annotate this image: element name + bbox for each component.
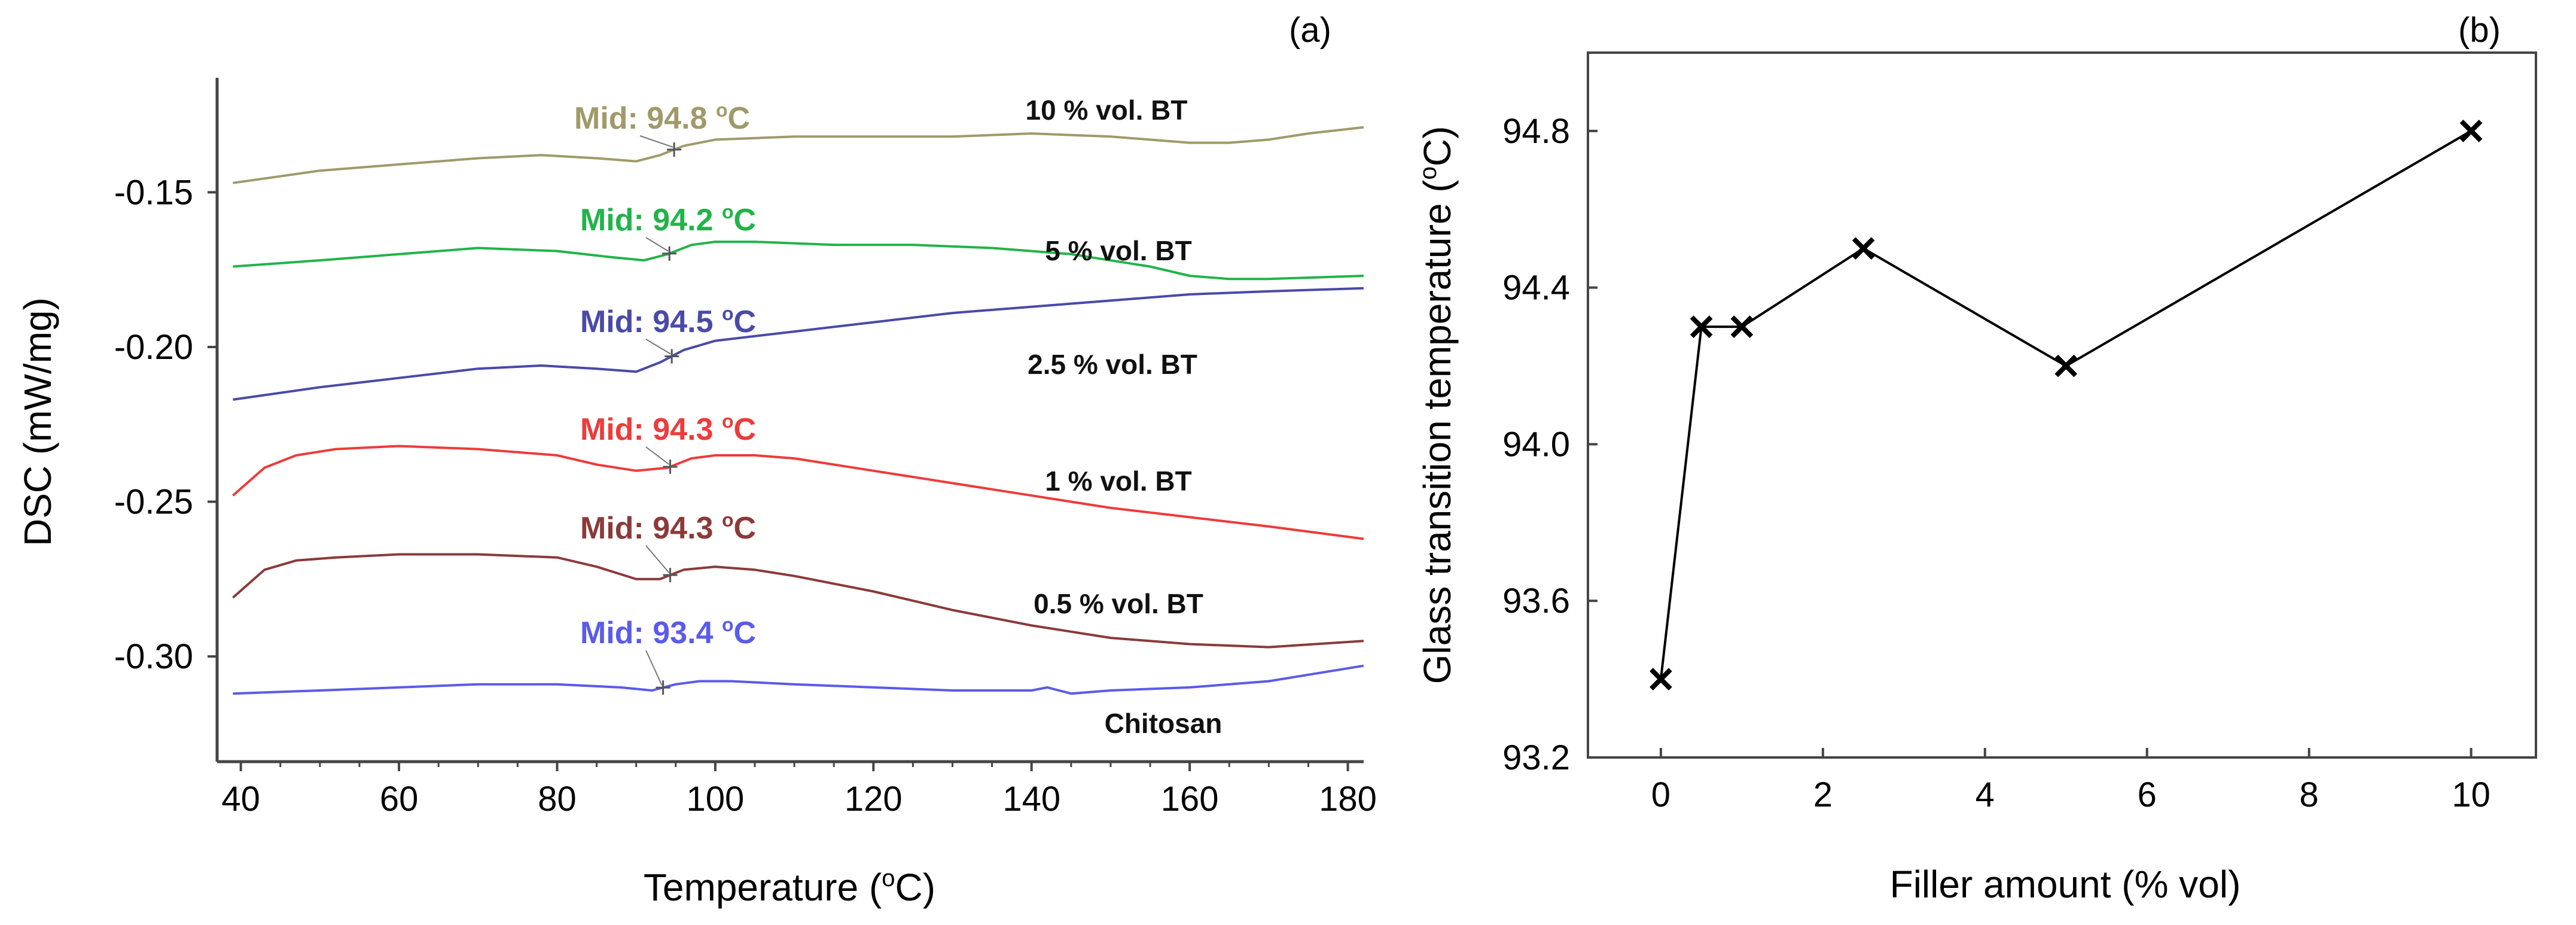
panel-a-x-tick-label: 120	[845, 780, 903, 818]
mid-label-sup: o	[722, 614, 734, 635]
tg-point-stroke-2	[2054, 354, 2078, 378]
panel-a-x-tick-label: 100	[687, 780, 745, 818]
panel-b-y-axis-label-text: Glass transition temperature (	[1416, 179, 1459, 684]
tg-point	[1730, 315, 1754, 338]
panel-b-x-tick-label: 8	[2300, 775, 2319, 814]
panel-b-x-tick-label: 0	[1651, 775, 1670, 814]
tg-point-stroke-2	[1852, 237, 1875, 260]
panel-b: 0 2 4 6 8 10 93.2 93.6 94.0 94.4 94.8 (b) Filler a…	[1415, 11, 2537, 906]
dsc-curve-10-vol-bt	[233, 126, 1364, 184]
mid-label-2-5-vol-bt: Mid: 94.5 oC	[580, 303, 756, 339]
panel-a-x-tick-label: 140	[1002, 780, 1060, 818]
panel-a-x-tick-label: 40	[221, 780, 260, 818]
mid-label-text: Mid: 94.3	[580, 412, 722, 447]
series-name-2-5-vol-bt: 2.5 % vol. BT	[1028, 349, 1197, 380]
tg-line	[1659, 130, 2472, 680]
mid-label-text: Mid: 94.3	[580, 511, 722, 546]
tg-point	[1690, 315, 1713, 338]
tg-point	[2054, 354, 2078, 378]
panel-b-y-tick-label: 94.8	[1502, 112, 1570, 151]
panel-a-x-tick-label: 60	[380, 780, 419, 818]
panel-a-plot-area	[217, 78, 1364, 762]
panel-b-y-tick-label: 93.6	[1502, 582, 1570, 620]
mid-label-text: Mid: 94.5	[580, 305, 722, 339]
mid-label-unit: C	[734, 511, 757, 546]
series-name-10-vol-bt: 10 % vol. BT	[1026, 95, 1188, 126]
panel-b-x-axis-label: Filler amount (% vol)	[1890, 863, 2241, 906]
mid-leader-2-5-vol-bt	[645, 339, 671, 355]
panel-b-ticks: 0 2 4 6 8 10 93.2 93.6 94.0 94.4 94.8	[1502, 112, 2490, 814]
panel-a-x-axis-label-sup: o	[882, 865, 895, 891]
panel-b-x-tick-label: 10	[2452, 775, 2490, 814]
panel-b-x-tick-label: 4	[1976, 775, 1995, 814]
dsc-curve-chitosan	[233, 664, 1364, 695]
panel-a-ticks: 40 60 80 100 120 140 160 180 -0.15 -0.20 -0.25 -0.3…	[114, 173, 1377, 818]
panel-b-series	[1650, 120, 2483, 690]
series-name-5-vol-bt: 5 % vol. BT	[1045, 235, 1191, 266]
panel-a-y-tick-label: -0.25	[114, 483, 193, 522]
panel-a-y-axis-label: DSC (mW/mg)	[16, 297, 59, 546]
tg-point-stroke-2	[1690, 315, 1713, 338]
tg-point-stroke-2	[2459, 120, 2483, 142]
panel-b-frame	[1587, 51, 2537, 759]
panel-a-x-tick-label: 80	[538, 780, 577, 818]
tg-point	[1852, 237, 1875, 260]
mid-leader-1-vol-bt	[645, 446, 670, 465]
mid-leader-chitosan	[645, 650, 663, 686]
mid-label-unit: C	[734, 305, 757, 339]
panel-a-x-tick-label: 180	[1319, 780, 1377, 818]
panel-b-y-tick-label: 94.0	[1502, 425, 1570, 464]
dsc-curve-1-vol-bt	[232, 445, 1364, 540]
dsc-curve-5-vol-bt	[233, 241, 1364, 281]
panel-b-label: (b)	[2458, 11, 2501, 50]
panel-a-x-axis-label-text: Temperature (	[644, 866, 882, 909]
panel-a-y-tick-label: -0.30	[114, 637, 193, 676]
mid-leader-0-5-vol-bt	[645, 545, 670, 573]
mid-label-chitosan: Mid: 93.4 oC	[580, 614, 756, 650]
mid-label-unit: C	[734, 203, 757, 238]
mid-label-5-vol-bt: Mid: 94.2 oC	[580, 201, 756, 238]
mid-leader-10-vol-bt	[639, 135, 673, 148]
mid-leader-5-vol-bt	[645, 237, 669, 252]
panel-a: 40 60 80 100 120 140 160 180 -0.15 -0.20 -0.25 -0.3…	[16, 11, 1377, 909]
mid-label-sup: o	[722, 410, 734, 432]
mid-label-unit: C	[734, 412, 757, 447]
dsc-curve-2-5-vol-bt	[233, 287, 1364, 401]
panel-b-y-tick-label: 93.2	[1502, 738, 1570, 777]
panel-b-y-axis-label-sup: o	[1415, 166, 1441, 179]
mid-label-unit: C	[734, 616, 757, 650]
series-name-chitosan: Chitosan	[1105, 708, 1223, 739]
mid-label-text: Mid: 94.2	[580, 203, 722, 238]
panel-b-y-tick-label: 94.4	[1502, 269, 1570, 308]
mid-label-1-vol-bt: Mid: 94.3 oC	[580, 410, 756, 447]
mid-label-unit: C	[728, 101, 751, 136]
tg-point-stroke-2	[1730, 315, 1754, 338]
mid-label-10-vol-bt: Mid: 94.8 oC	[574, 99, 750, 136]
panel-b-y-axis-label-end: C)	[1416, 126, 1459, 167]
tg-point	[1650, 668, 1672, 690]
panel-b-x-tick-label: 2	[1813, 775, 1833, 814]
panel-b-x-tick-label: 6	[2138, 775, 2157, 814]
mid-label-sup: o	[722, 509, 734, 531]
panel-a-y-tick-label: -0.15	[114, 173, 193, 212]
tg-point	[2459, 120, 2483, 142]
panel-a-y-tick-label: -0.20	[114, 328, 193, 367]
series-name-1-vol-bt: 1 % vol. BT	[1045, 465, 1191, 497]
panel-b-y-axis-label: Glass transition temperature (oC)	[1415, 126, 1459, 684]
mid-label-text: Mid: 94.8	[574, 101, 716, 136]
mid-label-sup: o	[722, 303, 734, 324]
series-name-0-5-vol-bt: 0.5 % vol. BT	[1034, 588, 1203, 619]
tg-point-stroke-2	[1650, 668, 1672, 690]
panel-a-label: (a)	[1289, 11, 1331, 50]
panel-a-x-axis-label-end: C)	[895, 866, 936, 909]
mid-label-sup: o	[722, 201, 734, 223]
mid-label-text: Mid: 93.4	[580, 616, 722, 650]
dsc-curve-0-5-vol-bt	[232, 553, 1364, 649]
panel-a-x-tick-label: 160	[1161, 780, 1219, 818]
panel-a-x-axis-label: Temperature (oC)	[644, 865, 935, 909]
mid-label-sup: o	[716, 99, 728, 121]
mid-label-0-5-vol-bt: Mid: 94.3 oC	[580, 509, 756, 546]
